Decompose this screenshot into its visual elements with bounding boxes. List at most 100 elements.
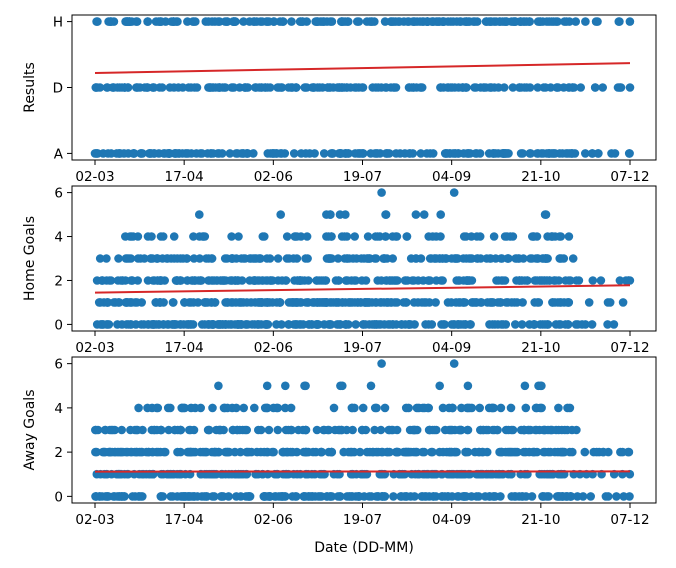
y-tick-label: 6: [54, 186, 63, 202]
data-point: [591, 17, 601, 26]
data-point: [480, 492, 490, 501]
data-point: [375, 298, 385, 307]
data-point: [240, 83, 250, 92]
data-point: [117, 320, 127, 329]
data-point: [326, 149, 336, 158]
data-point: [281, 276, 291, 285]
data-point: [571, 17, 580, 26]
data-point: [129, 149, 139, 158]
data-point: [174, 83, 183, 92]
data-point: [338, 298, 347, 307]
data-point: [568, 83, 577, 92]
data-point: [195, 210, 204, 219]
data-point: [223, 298, 232, 307]
data-point: [329, 403, 339, 413]
data-point: [314, 492, 323, 501]
data-point: [308, 447, 318, 457]
data-point: [355, 447, 365, 457]
data-point: [381, 210, 390, 219]
data-point: [342, 276, 351, 285]
data-point: [164, 425, 173, 435]
data-point: [533, 83, 542, 92]
data-point: [534, 298, 544, 307]
data-point: [113, 276, 123, 285]
data-point: [355, 492, 364, 501]
data-point: [353, 17, 362, 26]
data-point: [231, 298, 241, 307]
data-point: [121, 232, 130, 241]
data-point: [168, 320, 177, 329]
data-point: [438, 276, 447, 285]
data-point: [431, 298, 440, 307]
data-point: [391, 149, 401, 158]
data-point: [163, 254, 172, 263]
data-point: [459, 149, 469, 158]
data-point: [95, 83, 105, 92]
data-point: [137, 298, 146, 307]
data-point: [520, 83, 529, 92]
data-point: [106, 149, 116, 158]
data-point: [339, 447, 349, 457]
data-point: [143, 276, 153, 285]
data-point: [402, 232, 412, 241]
data-point: [254, 298, 264, 307]
data-point: [324, 254, 334, 263]
data-point: [515, 276, 524, 285]
data-point: [256, 447, 266, 457]
data-point: [345, 492, 355, 501]
data-point: [458, 492, 468, 501]
data-point: [428, 149, 438, 158]
data-point: [489, 403, 499, 413]
data-point: [242, 425, 251, 435]
data-point: [300, 83, 310, 92]
data-point: [102, 83, 112, 92]
data-point: [264, 492, 274, 501]
data-point: [365, 447, 375, 457]
data-point: [397, 492, 406, 501]
data-point: [552, 83, 562, 92]
data-point: [341, 210, 350, 219]
data-point: [527, 492, 537, 501]
data-point: [169, 17, 178, 26]
x-tick-label: 17-04: [165, 512, 204, 528]
data-point: [148, 447, 157, 457]
data-point: [492, 276, 501, 285]
data-point: [385, 320, 395, 329]
data-point: [466, 254, 475, 263]
data-point: [183, 149, 193, 158]
data-point: [380, 403, 390, 413]
data-point: [448, 403, 457, 413]
data-point: [502, 298, 511, 307]
data-point: [319, 17, 328, 26]
data-point: [376, 425, 386, 435]
data-point: [233, 149, 242, 158]
data-point: [401, 298, 411, 307]
data-point: [348, 425, 357, 435]
data-point: [200, 298, 209, 307]
data-point: [160, 149, 170, 158]
data-point: [418, 447, 427, 457]
data-point: [466, 320, 475, 329]
data-point: [520, 425, 529, 435]
data-point: [564, 232, 574, 241]
data-point: [232, 254, 241, 263]
data-point: [551, 276, 561, 285]
data-point: [324, 425, 334, 435]
data-point: [279, 447, 288, 457]
y-tick-label: 4: [54, 230, 63, 246]
data-point: [100, 425, 110, 435]
data-point: [439, 17, 449, 26]
data-point: [109, 83, 119, 92]
data-point: [321, 298, 330, 307]
data-point: [282, 232, 292, 241]
x-tick-label: 07-12: [610, 512, 649, 528]
data-point: [581, 17, 590, 26]
data-point: [228, 425, 238, 435]
data-point: [540, 210, 550, 219]
data-point: [420, 403, 429, 413]
data-point: [364, 254, 374, 263]
y-tick-label: D: [53, 81, 63, 97]
data-point: [489, 492, 498, 501]
data-point: [91, 492, 101, 501]
data-point: [189, 232, 198, 241]
